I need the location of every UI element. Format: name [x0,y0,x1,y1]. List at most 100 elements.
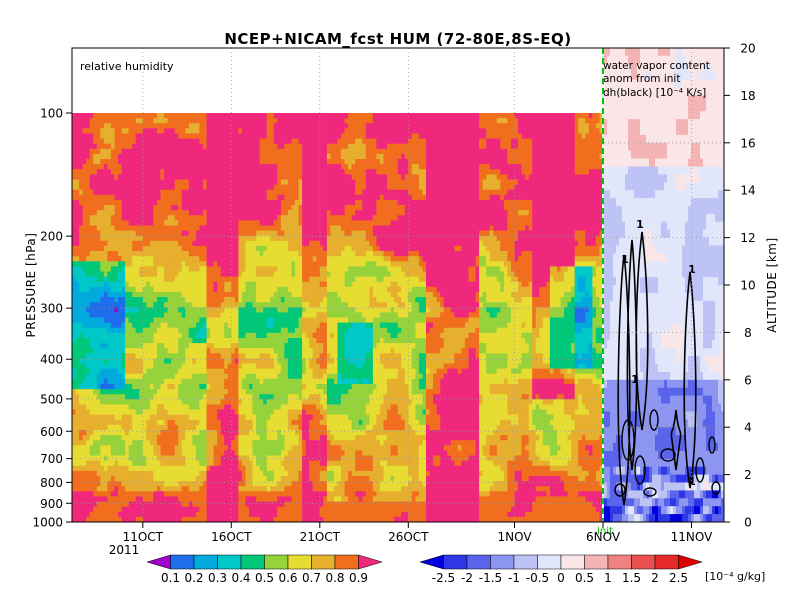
rh-cell [79,138,84,145]
rh-cell [75,128,80,134]
rh-cell [188,338,193,344]
rh-cell [93,332,98,339]
rh-cell [291,128,296,134]
rh-cell [273,179,278,186]
rh-cell [238,271,243,278]
rh-cell [146,516,151,522]
rh-cell [128,404,133,411]
rh-cell [79,506,84,513]
rh-cell [287,148,292,155]
rh-cell [188,322,193,329]
rh-cell [185,240,190,247]
rh-cell [75,435,80,441]
rh-cell [118,286,123,293]
rh-cell [139,205,144,211]
rh-cell [291,230,296,237]
rh-cell [89,343,94,349]
rh-cell [238,353,243,359]
rh-cell [181,215,186,221]
rh-cell [185,511,190,518]
rh-cell [256,297,261,303]
rh-cell [103,297,108,303]
rh-cell [146,256,151,262]
rh-cell [72,230,77,237]
rh-cell [266,194,271,201]
rh-cell [167,240,172,247]
rh-cell [121,384,126,390]
rh-cell [135,358,140,365]
rh-cell [210,286,215,293]
rh-cell [231,118,236,124]
rh-cell [213,153,218,160]
rh-cell [192,128,197,134]
rh-cell [153,225,158,232]
rh-cell [270,450,275,457]
rh-cell [224,143,229,150]
rh-cell [142,424,147,431]
rh-cell [252,404,257,411]
rh-cell [252,389,257,395]
rh-cell [273,302,278,308]
rh-cell [234,210,239,216]
rh-cell [206,424,211,431]
rh-cell [174,307,179,313]
rh-cell [114,511,119,518]
rh-cell [206,338,211,344]
rh-cell [188,302,193,308]
rh-cell [263,281,268,288]
rh-cell [142,353,147,359]
rh-cell [249,153,254,160]
rh-cell [89,476,94,482]
rh-cell [249,169,254,175]
rh-cell [249,281,254,288]
rh-cell [270,353,275,359]
rh-cell [171,215,176,221]
rh-cell [118,506,123,513]
rh-cell [103,143,108,150]
rh-cell [181,338,186,344]
rh-cell [146,184,151,191]
rh-cell [280,368,285,375]
rh-cell [280,363,285,370]
rh-cell [142,348,147,354]
rh-cell [284,220,289,227]
rh-cell [118,470,123,477]
rh-cell [125,476,130,482]
rh-cell [199,476,204,482]
rh-cell [86,169,91,175]
rh-cell [114,435,119,441]
rh-cell [185,338,190,344]
rh-cell [280,205,285,211]
rh-cell [192,445,197,451]
rh-cell [263,189,268,196]
rh-cell [128,455,133,462]
rh-cell [185,210,190,216]
rh-cell [181,465,186,472]
rh-cell [86,491,91,497]
rh-cell [178,373,183,380]
rh-cell [174,291,179,298]
rh-cell [238,205,243,211]
rh-cell [86,194,91,201]
rh-cell [227,511,232,518]
rh-cell [238,235,243,242]
rh-cell [164,312,169,319]
rh-cell [178,419,183,426]
rh-cell [146,419,151,426]
rh-cell [107,128,112,134]
rh-cell [217,384,222,390]
rh-cell [224,184,229,191]
rh-cell [72,501,77,508]
rh-cell [107,455,112,462]
rh-cell [96,251,101,257]
rh-cell [149,220,154,227]
rh-cell [245,399,250,405]
rh-cell [231,164,236,170]
rh-cell [195,363,200,370]
rh-cell [103,148,108,155]
rh-cell [139,261,144,267]
rh-cell [241,317,246,324]
rh-cell [75,486,80,492]
rh-cell [227,169,232,175]
rh-cell [82,286,87,293]
